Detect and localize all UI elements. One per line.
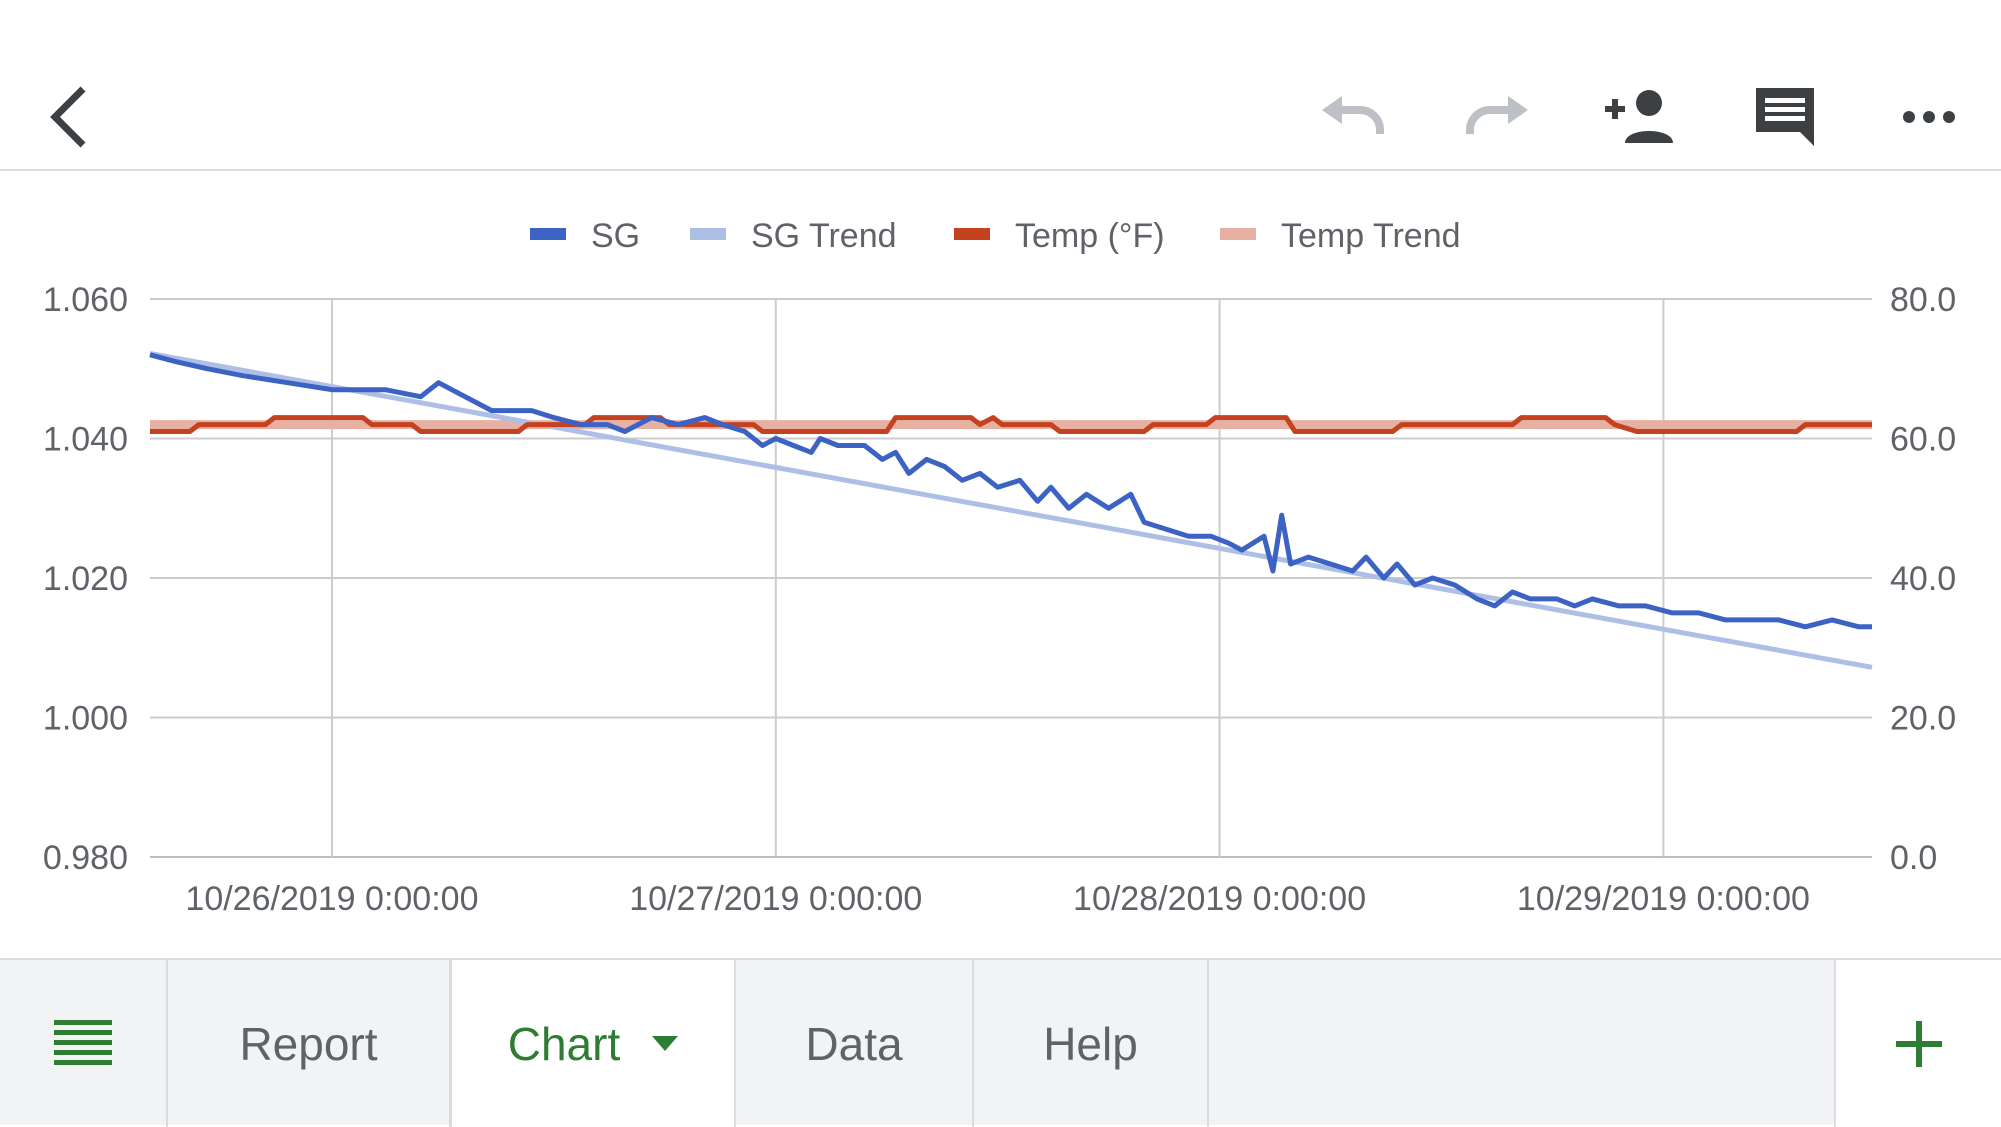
add-sheet-button[interactable] [1834,960,2001,1127]
redo-icon[interactable] [1452,72,1542,162]
back-icon[interactable] [26,72,116,162]
legend[interactable]: SG SG Trend Temp (°F) Temp Trend [530,217,1461,255]
series-line-sg [149,352,1872,630]
y-left-tick-label: 1.040 [43,421,128,459]
chart-svg: 1.060 1.040 1.020 1.000 0.980 80.0 60.0 40.0 20… [43,217,1956,918]
legend-label[interactable]: SG Trend [751,217,897,255]
tab-help[interactable]: Help [974,960,1209,1127]
tab-chart-label: Chart [507,1017,621,1070]
x-tick-label: 10/28/2019 0:00:00 [1073,880,1366,918]
y-left-tick-label: 1.060 [43,281,128,319]
legend-swatch [690,228,726,240]
x-tick-label: 10/26/2019 0:00:00 [185,880,478,918]
comment-icon[interactable] [1740,72,1830,162]
series-layer [149,350,1873,670]
y-right-tick-label: 0.0 [1890,839,1937,877]
tab-data[interactable]: Data [736,960,974,1127]
y-right-tick-label: 80.0 [1890,281,1956,319]
legend-swatch [530,228,566,240]
sheet-bar: Report Chart Data Help [0,958,2001,1127]
y-axis-right: 80.0 60.0 40.0 20.0 0.0 [1890,281,1956,877]
undo-icon[interactable] [1308,72,1398,162]
series-line-temp-f [150,415,1872,434]
toolbar [0,0,2001,171]
all-sheets-icon[interactable] [54,1020,112,1071]
y-axis-left: 1.060 1.040 1.020 1.000 0.980 [43,281,128,877]
tab-chart[interactable]: Chart [450,960,736,1127]
add-sheet-icon [1895,1020,1942,1067]
legend-swatch [1220,228,1256,240]
more-icon[interactable] [1884,72,1974,162]
y-right-tick-label: 20.0 [1890,700,1956,738]
legend-label[interactable]: Temp (°F) [1015,217,1165,255]
y-left-tick-label: 1.000 [43,700,128,738]
series-line-sg-trend [149,350,1873,670]
y-right-tick-label: 60.0 [1890,421,1956,459]
legend-label[interactable]: SG [591,217,640,255]
y-left-tick-label: 0.980 [43,839,128,877]
grid [150,298,1872,858]
tab-report-label: Report [239,1017,378,1070]
tab-report[interactable]: Report [166,960,451,1127]
x-tick-label: 10/29/2019 0:00:00 [1517,880,1810,918]
x-tick-label: 10/27/2019 0:00:00 [629,880,922,918]
legend-label[interactable]: Temp Trend [1281,217,1461,255]
chart: 1.060 1.040 1.020 1.000 0.980 80.0 60.0 40.0 20… [0,172,2001,958]
y-right-tick-label: 40.0 [1890,560,1956,598]
legend-swatch [954,228,990,240]
chevron-down-icon[interactable] [652,1036,679,1051]
x-axis: 10/26/2019 0:00:00 10/27/2019 0:00:00 10/2… [185,880,1810,918]
tab-data-label: Data [805,1017,903,1070]
add-person-icon[interactable] [1596,72,1686,162]
y-left-tick-label: 1.020 [43,560,128,598]
tab-help-label: Help [1043,1017,1138,1070]
